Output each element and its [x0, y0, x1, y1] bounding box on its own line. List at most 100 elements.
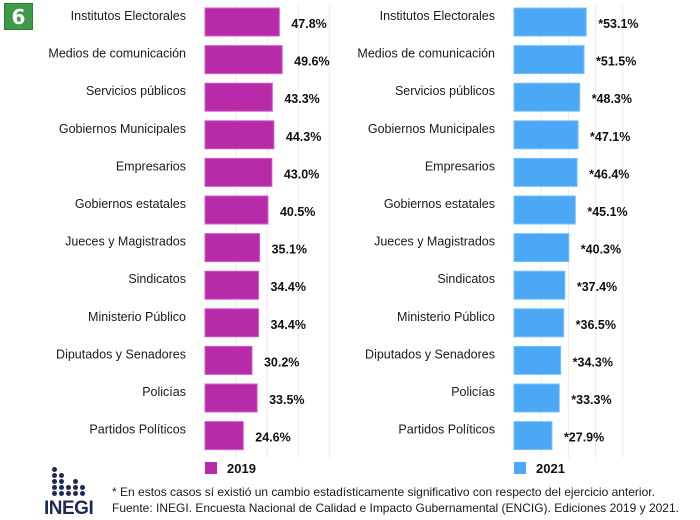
source-note: Fuente: INEGI. Encuesta Nacional de Cali… [112, 501, 679, 515]
bar-2019 [204, 421, 244, 451]
value-label: 40.5% [280, 205, 315, 219]
logo-dot [73, 491, 78, 496]
category-label: Partidos Políticos [89, 423, 186, 437]
value-label: *47.1% [590, 130, 630, 144]
value-label: 43.0% [284, 167, 319, 181]
logo-dot [80, 491, 85, 496]
bar-2019 [204, 233, 261, 263]
bar-2021 [513, 157, 578, 187]
category-label: Jueces y Magistrados [374, 235, 495, 249]
category-label: Empresarios [116, 159, 186, 173]
legend-label-2019: 2019 [227, 461, 256, 476]
category-label: Institutos Electorales [380, 9, 495, 23]
legend-label-2021: 2021 [536, 461, 565, 476]
value-label: *40.3% [581, 243, 621, 257]
category-label: Diputados y Senadores [56, 347, 186, 361]
figure-number: 6 [11, 4, 26, 29]
bar-2019 [204, 383, 258, 413]
logo-dot [52, 473, 57, 478]
bar-2019 [204, 157, 273, 187]
category-label: Policías [142, 385, 186, 399]
bar-2021 [513, 383, 560, 413]
bar-2021 [513, 45, 585, 75]
value-label: 24.6% [255, 431, 290, 445]
category-label: Institutos Electorales [71, 9, 186, 23]
value-label: 44.3% [286, 130, 321, 144]
bar-2021 [513, 120, 579, 150]
value-label: *53.1% [598, 17, 638, 31]
logo-dot [52, 479, 57, 484]
logo-dot [59, 485, 64, 490]
bar-2019 [204, 82, 273, 112]
logo-dot [59, 491, 64, 496]
bar-2019 [204, 7, 280, 37]
chart-2019: Institutos Electorales 47.8% Medios de com… [48, 4, 330, 476]
value-label: *37.4% [577, 280, 617, 294]
value-label: 35.1% [272, 243, 307, 257]
category-label: Policías [451, 385, 495, 399]
category-label: Jueces y Magistrados [65, 235, 186, 249]
value-label: *34.3% [573, 355, 613, 369]
category-label: Diputados y Senadores [365, 347, 495, 361]
logo-dot [66, 485, 71, 490]
bar-2021 [513, 7, 587, 37]
value-label: 47.8% [291, 17, 326, 31]
category-label: Ministerio Público [397, 310, 495, 324]
value-label: 34.4% [270, 318, 305, 332]
category-label: Servicios públicos [86, 84, 186, 98]
chart-2021: Institutos Electorales *53.1% Medios de co… [357, 4, 639, 476]
bar-2019 [204, 195, 269, 225]
value-label: 43.3% [284, 92, 319, 106]
value-label: *27.9% [564, 431, 604, 445]
bar-2019 [204, 308, 259, 338]
bar-2019 [204, 270, 259, 300]
bar-2021 [513, 421, 553, 451]
bar-2021 [513, 233, 570, 263]
category-label: Medios de comunicación [48, 47, 186, 61]
category-label: Empresarios [425, 159, 495, 173]
logo-dot [52, 491, 57, 496]
logo-dot [59, 473, 64, 478]
category-label: Gobiernos estatales [384, 197, 495, 211]
value-label: *45.1% [587, 205, 627, 219]
bar-2021 [513, 345, 562, 375]
value-label: 33.5% [269, 393, 304, 407]
logo-dot [66, 491, 71, 496]
category-label: Servicios públicos [395, 84, 495, 98]
value-label: *36.5% [576, 318, 616, 332]
bar-2021 [513, 308, 565, 338]
category-label: Sindicatos [128, 272, 186, 286]
inegi-logo-text: INEGI [44, 498, 94, 519]
value-label: *33.3% [571, 393, 611, 407]
bar-2021 [513, 195, 576, 225]
value-label: 49.6% [294, 55, 329, 69]
logo-dot [52, 485, 57, 490]
category-label: Gobiernos estatales [75, 197, 186, 211]
logo-dot [73, 479, 78, 484]
category-label: Sindicatos [437, 272, 495, 286]
category-label: Medios de comunicación [357, 47, 495, 61]
value-label: 30.2% [264, 355, 299, 369]
bar-2021 [513, 270, 566, 300]
significance-note: * En estos casos sí existió un cambio es… [112, 485, 655, 499]
value-label: *51.5% [596, 55, 636, 69]
figure-number-badge: 6 [4, 3, 33, 30]
bar-2019 [204, 45, 283, 75]
bar-2021 [513, 82, 581, 112]
bar-2019 [204, 120, 275, 150]
logo-dot [80, 485, 85, 490]
logo-dot [59, 479, 64, 484]
inegi-logo: INEGI [44, 467, 104, 519]
category-label: Gobiernos Municipales [59, 122, 186, 136]
footnotes: * En estos casos sí existió un cambio es… [112, 484, 679, 516]
category-label: Ministerio Público [88, 310, 186, 324]
value-label: *46.4% [589, 167, 629, 181]
legend-swatch-2021 [514, 462, 526, 474]
bar-2019 [204, 345, 253, 375]
value-label: 34.4% [270, 280, 305, 294]
value-label: *48.3% [592, 92, 632, 106]
category-label: Partidos Políticos [398, 423, 495, 437]
logo-dot [73, 485, 78, 490]
legend-swatch-2019 [205, 462, 217, 474]
